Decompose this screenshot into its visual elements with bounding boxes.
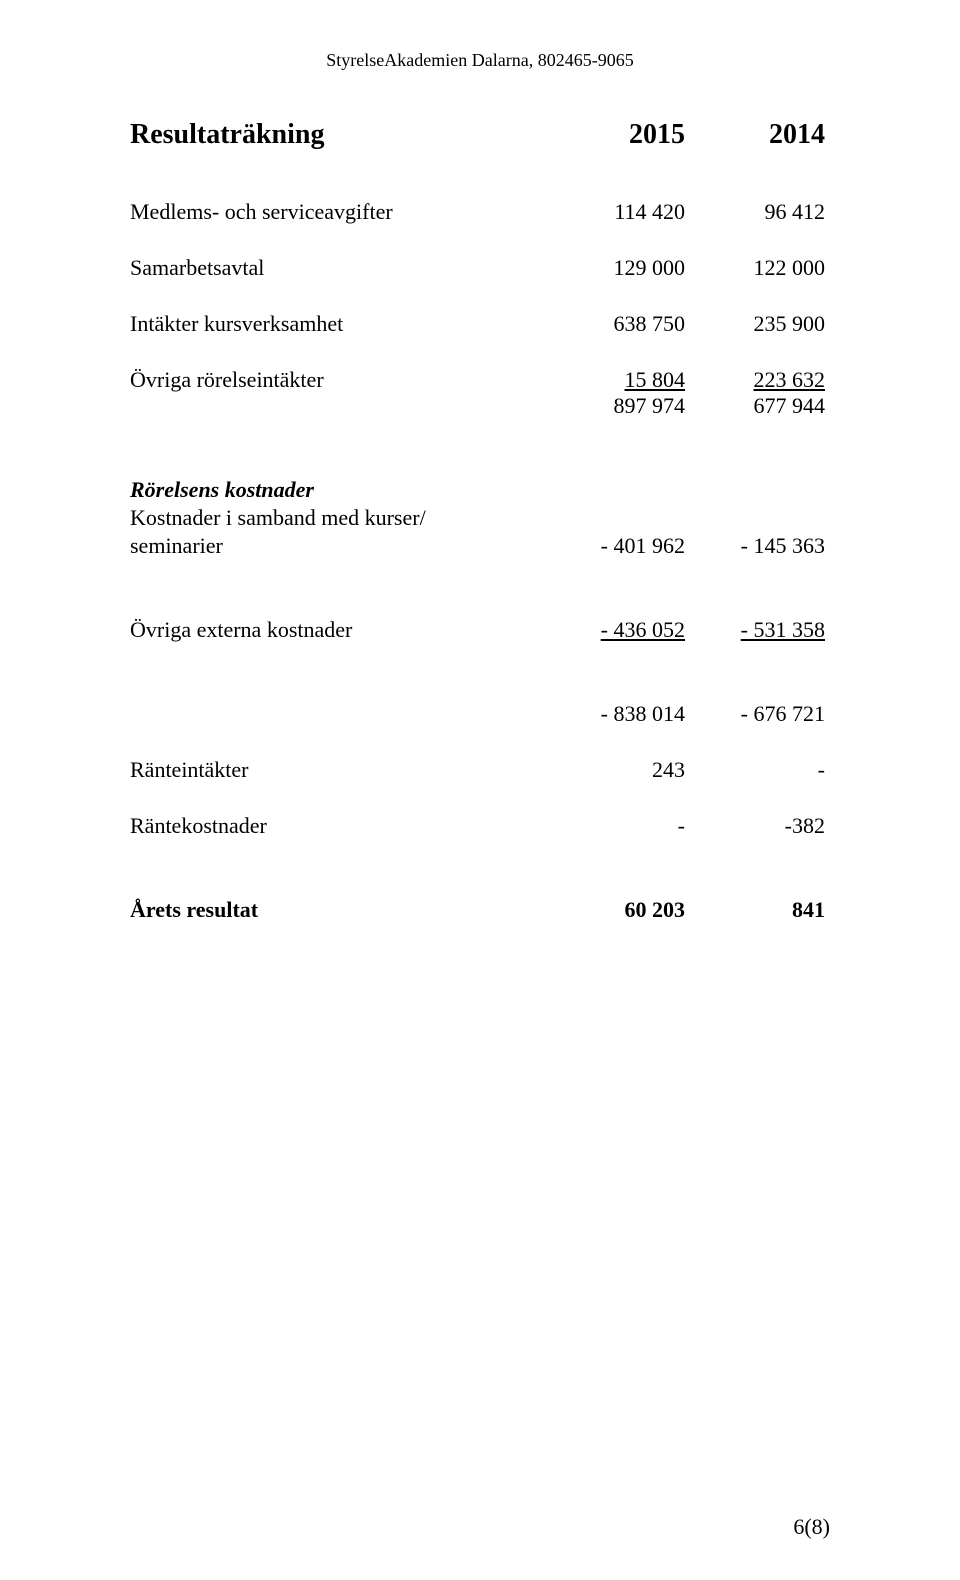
row-medlems: Medlems- och serviceavgifter 114 420 96 … — [130, 199, 830, 225]
page-header: StyrelseAkademien Dalarna, 802465-9065 — [130, 50, 830, 71]
value-2015: 60 203 — [545, 897, 685, 923]
value-2014: 841 — [685, 897, 825, 923]
label: Samarbetsavtal — [130, 255, 545, 281]
value-2014: 677 944 — [685, 393, 825, 419]
value-2015: - 838 014 — [545, 701, 685, 727]
label: Övriga rörelseintäkter — [130, 367, 545, 393]
label: Intäkter kursverksamhet — [130, 311, 545, 337]
value-2014: 96 412 — [685, 199, 825, 225]
title-label: Resultaträkning — [130, 119, 545, 151]
row-subtotal-intakter: 897 974 677 944 — [130, 393, 830, 419]
row-kostnader-kurser-line1: Kostnader i samband med kurser/ — [130, 505, 830, 531]
value-2014: - 531 358 — [685, 617, 825, 643]
value-2014: - — [685, 757, 825, 783]
row-ranteintakter: Ränteintäkter 243 - — [130, 757, 830, 783]
label — [130, 393, 545, 419]
title-row: Resultaträkning 2015 2014 — [130, 119, 830, 151]
value-2014: 223 632 — [685, 367, 825, 393]
label — [130, 701, 545, 727]
row-intakter-kurs: Intäkter kursverksamhet 638 750 235 900 — [130, 311, 830, 337]
value-2014: -382 — [685, 813, 825, 839]
row-kostnader-kurser-line2: seminarier - 401 962 - 145 363 — [130, 533, 830, 559]
label: Kostnader i samband med kurser/ — [130, 505, 545, 531]
value-2015: 114 420 — [545, 199, 685, 225]
row-rantekostnader: Räntekostnader - -382 — [130, 813, 830, 839]
value-2015 — [545, 505, 685, 531]
value-2014 — [685, 505, 825, 531]
label: Årets resultat — [130, 897, 545, 923]
value-2015: - 401 962 — [545, 533, 685, 559]
value-2015: 15 804 — [545, 367, 685, 393]
row-ovriga-intakter: Övriga rörelseintäkter 15 804 223 632 — [130, 367, 830, 393]
value-2014: - 145 363 — [685, 533, 825, 559]
label: Ränteintäkter — [130, 757, 545, 783]
value-2014: 122 000 — [685, 255, 825, 281]
value-2014: - 676 721 — [685, 701, 825, 727]
page-number: 6(8) — [793, 1514, 830, 1540]
value-2015: 897 974 — [545, 393, 685, 419]
value-2014: 235 900 — [685, 311, 825, 337]
value-2015: 638 750 — [545, 311, 685, 337]
label: Övriga externa kostnader — [130, 617, 545, 643]
label: seminarier — [130, 533, 545, 559]
title-col2: 2014 — [685, 119, 825, 151]
row-arets-resultat: Årets resultat 60 203 841 — [130, 897, 830, 923]
label: Räntekostnader — [130, 813, 545, 839]
row-samarbetsavtal: Samarbetsavtal 129 000 122 000 — [130, 255, 830, 281]
row-ovriga-externa: Övriga externa kostnader - 436 052 - 531… — [130, 617, 830, 643]
label: Medlems- och serviceavgifter — [130, 199, 545, 225]
value-2015: 129 000 — [545, 255, 685, 281]
value-2015: - — [545, 813, 685, 839]
value-2015: 243 — [545, 757, 685, 783]
section-kostnader: Rörelsens kostnader — [130, 477, 830, 503]
value-2015: - 436 052 — [545, 617, 685, 643]
row-subtotal-kostnader: - 838 014 - 676 721 — [130, 701, 830, 727]
title-col1: 2015 — [545, 119, 685, 151]
